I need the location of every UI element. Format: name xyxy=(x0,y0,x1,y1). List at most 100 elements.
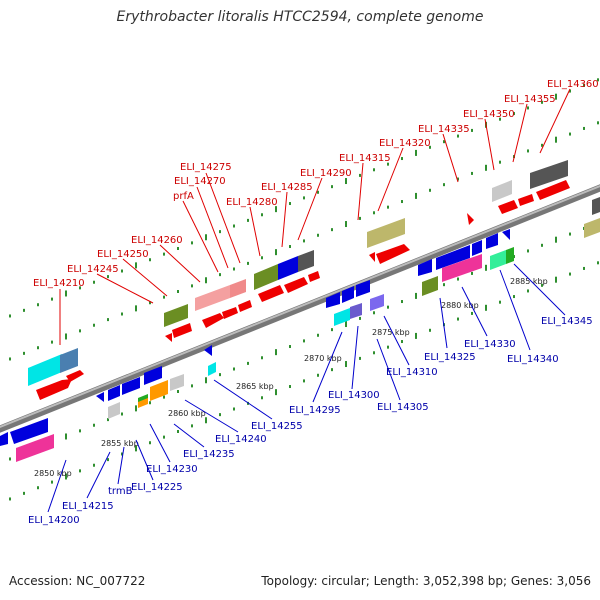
gene-label[interactable]: ELI_14250 xyxy=(97,249,149,260)
feature-silver xyxy=(492,180,512,202)
reverse-labels: ELI_14200 ELI_14215 trmB ELI_14225 ELI_1… xyxy=(28,316,593,526)
feature-red-arrow xyxy=(518,194,534,206)
feature-blue-arrow xyxy=(502,229,510,240)
gene-label[interactable]: trmB xyxy=(108,486,133,497)
leader-line xyxy=(205,172,241,264)
feature-blue-arrow xyxy=(356,280,370,297)
forward-features xyxy=(28,160,600,400)
leader-line xyxy=(499,269,531,351)
feature-blue-arrow xyxy=(96,392,104,402)
gene-label[interactable]: ELI_14245 xyxy=(67,264,119,275)
leader-line xyxy=(377,147,404,212)
gene-label[interactable]: ELI_14320 xyxy=(379,138,431,149)
feature-red-marker xyxy=(165,333,172,342)
tick-2850: 2850 kbp xyxy=(34,469,72,478)
feature-red-arrow xyxy=(36,379,72,400)
feature-blue-arrow xyxy=(108,385,120,401)
feature-red-arrow xyxy=(238,300,252,312)
feature-blue-arrow xyxy=(10,418,48,444)
gene-label[interactable]: ELI_14330 xyxy=(464,339,516,350)
leader-line xyxy=(213,379,273,420)
leader-line xyxy=(182,200,219,273)
leader-line xyxy=(47,459,67,513)
gene-label[interactable]: ELI_14235 xyxy=(183,449,235,460)
feature-steelblue xyxy=(60,348,78,373)
gene-label[interactable]: prfA xyxy=(173,191,194,202)
leader-line xyxy=(184,399,239,433)
gene-label[interactable]: ELI_14260 xyxy=(131,235,183,246)
gene-label[interactable]: ELI_14355 xyxy=(504,94,556,105)
gene-label[interactable]: ELI_14225 xyxy=(131,482,183,493)
leader-line xyxy=(281,191,288,248)
feature-slateblue xyxy=(350,303,362,319)
leader-line xyxy=(513,263,566,316)
leader-line xyxy=(196,186,229,269)
feature-cyan xyxy=(208,362,216,376)
gene-label[interactable]: ELI_14295 xyxy=(289,405,341,416)
leader-line xyxy=(383,315,410,366)
feature-olive xyxy=(164,304,188,327)
feature-blue-arrow xyxy=(418,259,432,276)
leader-line xyxy=(249,206,261,257)
tick-2855: 2855 kbp xyxy=(101,439,139,448)
feature-pink xyxy=(16,434,54,462)
feature-blue-arrow xyxy=(436,245,470,270)
leader-line xyxy=(135,439,154,481)
leader-line xyxy=(461,286,488,337)
feature-darkgray xyxy=(530,160,568,189)
gene-label[interactable]: ELI_14270 xyxy=(174,176,226,187)
gene-label[interactable]: ELI_14290 xyxy=(300,168,352,179)
feature-olive xyxy=(254,264,278,290)
gene-label[interactable]: ELI_14310 xyxy=(386,367,438,378)
genome-backbone xyxy=(0,184,600,433)
gene-label[interactable]: ELI_14335 xyxy=(418,124,470,135)
feature-blue-arrow xyxy=(342,286,354,303)
tick-2865: 2865 kbp xyxy=(236,382,274,391)
feature-slateblue xyxy=(370,294,384,311)
tick-2870: 2870 kbp xyxy=(304,354,342,363)
gene-label[interactable]: ELI_14210 xyxy=(33,278,85,289)
leader-line xyxy=(376,338,401,401)
feature-red-arrow xyxy=(376,244,410,264)
map-title: Erythrobacter litoralis HTCC2594, comple… xyxy=(116,9,484,25)
gene-label[interactable]: ELI_14240 xyxy=(215,434,267,445)
gene-label[interactable]: ELI_14325 xyxy=(424,352,476,363)
leader-line xyxy=(86,451,111,499)
leader-line xyxy=(484,118,495,171)
gene-label[interactable]: ELI_14315 xyxy=(339,153,391,164)
gene-label[interactable]: ELI_14280 xyxy=(226,197,278,208)
gene-label[interactable]: ELI_14300 xyxy=(328,390,380,401)
gene-label[interactable]: ELI_14215 xyxy=(62,501,114,512)
leader-line xyxy=(351,325,359,390)
gene-label[interactable]: ELI_14340 xyxy=(507,354,559,365)
feature-red-arrow xyxy=(258,285,284,302)
feature-red-arrow xyxy=(66,370,84,382)
reverse-features xyxy=(0,229,514,462)
leader-line xyxy=(442,133,459,183)
feature-red-arrow xyxy=(536,180,570,200)
feature-darkgray xyxy=(592,197,600,215)
tick-2860: 2860 kbp xyxy=(168,409,206,418)
reverse-leaders xyxy=(47,263,566,513)
gene-label[interactable]: ELI_14305 xyxy=(377,402,429,413)
feature-khaki xyxy=(584,218,600,238)
gene-label[interactable]: ELI_14360 xyxy=(547,79,599,90)
feature-pink xyxy=(195,285,230,311)
gene-label[interactable]: ELI_14255 xyxy=(251,421,303,432)
gene-label[interactable]: ELI_14285 xyxy=(261,182,313,193)
feature-red-marker xyxy=(369,252,375,262)
feature-red-arrow xyxy=(498,200,518,214)
feature-red-marker xyxy=(467,213,474,225)
leader-line xyxy=(173,423,205,448)
leader-line xyxy=(297,177,323,241)
leader-line xyxy=(439,297,448,349)
feature-blue-arrow xyxy=(144,366,162,385)
gene-label[interactable]: ELI_14200 xyxy=(28,515,80,526)
gene-label[interactable]: ELI_14230 xyxy=(146,464,198,475)
gene-label[interactable]: ELI_14345 xyxy=(541,316,593,327)
feature-olive xyxy=(422,276,438,296)
gene-label[interactable]: ELI_14275 xyxy=(180,162,232,173)
feature-red-arrow xyxy=(222,307,238,319)
gene-label[interactable]: ELI_14350 xyxy=(463,109,515,120)
